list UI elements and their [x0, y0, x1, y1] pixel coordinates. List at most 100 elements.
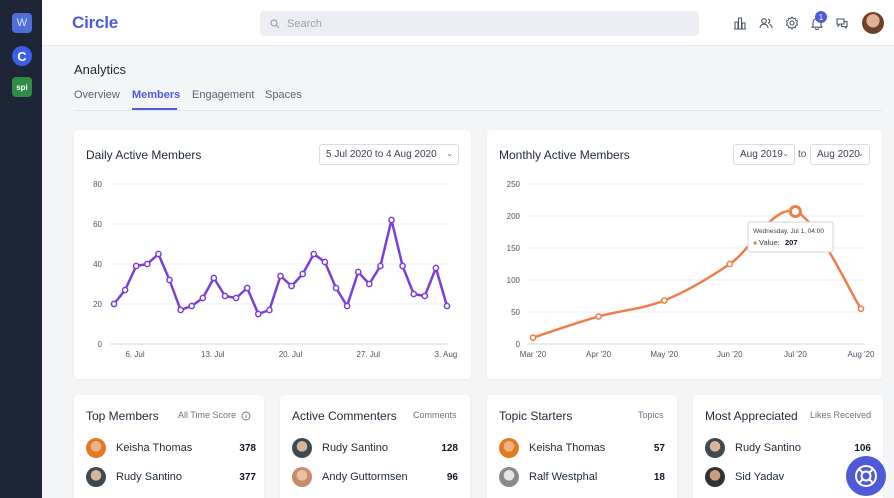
data-point — [254, 310, 262, 318]
search-icon — [270, 18, 280, 28]
workspace-switch-spi[interactable]: spi — [12, 77, 32, 97]
app-logo[interactable]: Circle — [72, 13, 119, 32]
info-icon[interactable] — [241, 411, 251, 421]
avatar — [292, 467, 312, 487]
most-appreciated-title: Most Appreciated — [705, 409, 798, 423]
x-tick-label: Mar '20 — [520, 350, 547, 359]
data-point — [232, 294, 240, 302]
tooltip-date: Wednesday, Jul 1, 04:00 — [753, 228, 824, 235]
notification-badge: 1 — [815, 11, 827, 23]
data-point — [443, 302, 451, 310]
active-commenters-title: Active Commenters — [292, 409, 397, 423]
chevron-down-icon: ⌄ — [857, 149, 864, 158]
list-item[interactable]: Ralf Westphal 18 — [499, 466, 665, 488]
tab-spaces[interactable]: Spaces — [265, 89, 302, 101]
y-tick-label: 0 — [98, 340, 103, 349]
data-point — [421, 292, 429, 300]
daily-line-chart: 0 20 40 60 80 6. Jul 13. Jul 20. Jul 27. Jul 3. A… — [93, 180, 457, 359]
highlighted-data-point — [788, 205, 802, 219]
data-point — [399, 262, 406, 270]
daily-date-range-value: 5 Jul 2020 to 4 Aug 2020 — [326, 149, 437, 160]
lifebuoy-icon — [855, 465, 877, 487]
workspace-switch-c[interactable]: C — [12, 46, 32, 66]
list-item[interactable]: Sid Yadav — [705, 466, 871, 488]
top-members-subtitle: All Time Score — [178, 410, 237, 420]
data-point — [432, 264, 440, 272]
daily-date-range-select[interactable]: 5 Jul 2020 to 4 Aug 2020 ⌄ — [319, 144, 459, 165]
search-input[interactable]: Search — [260, 11, 699, 36]
chevron-down-icon: ⌄ — [782, 149, 789, 158]
avatar — [499, 467, 519, 487]
data-point — [332, 284, 340, 292]
monthly-line-chart: 0 50 100 150 200 250 Mar '20 Apr '20 May '20 Jun … — [507, 180, 875, 359]
data-point — [310, 250, 318, 258]
data-point — [388, 216, 395, 224]
topic-starters-subtitle: Topics — [638, 410, 664, 420]
list-item[interactable]: Rudy Santino 377 — [86, 466, 256, 488]
settings-gear-icon[interactable] — [785, 16, 799, 30]
topic-starters-card: Topic Starters Topics Keisha Thomas 57 R… — [487, 395, 677, 498]
tab-overview[interactable]: Overview — [74, 89, 120, 101]
member-name: Rudy Santino — [735, 442, 802, 454]
data-point — [857, 305, 865, 313]
tooltip-value-label: Value: — [759, 238, 780, 247]
data-point — [110, 300, 118, 308]
list-item[interactable]: Keisha Thomas 57 — [499, 437, 665, 459]
list-item[interactable]: Keisha Thomas 378 — [86, 437, 256, 459]
avatar — [705, 467, 725, 487]
member-score: 96 — [446, 471, 458, 483]
active-tab-indicator — [132, 108, 177, 110]
avatar — [86, 467, 106, 487]
member-name: Andy Guttormsen — [322, 471, 408, 483]
member-name: Keisha Thomas — [529, 442, 606, 454]
data-point — [155, 250, 162, 258]
x-tick-label: Jun '20 — [717, 350, 743, 359]
x-tick-label: May '20 — [650, 350, 678, 359]
member-score: 106 — [854, 442, 871, 454]
data-point — [177, 306, 184, 314]
tab-engagement[interactable]: Engagement — [192, 89, 255, 101]
members-icon[interactable] — [759, 16, 773, 30]
analytics-icon[interactable] — [733, 16, 747, 30]
data-point — [199, 294, 207, 302]
page-title: Analytics — [74, 62, 127, 77]
monthly-to-select[interactable]: Aug 2020 ⌄ — [810, 144, 870, 165]
list-item[interactable]: Rudy Santino 128 — [292, 437, 458, 459]
y-tick-label: 80 — [93, 180, 102, 189]
monthly-from-select[interactable]: Aug 2019 ⌄ — [733, 144, 795, 165]
daily-series-line — [113, 218, 449, 316]
data-point — [210, 274, 218, 282]
y-tick-label: 60 — [93, 220, 102, 229]
data-point — [121, 286, 129, 294]
data-point — [277, 272, 284, 280]
member-score: 128 — [441, 442, 458, 454]
member-score: 377 — [239, 471, 256, 483]
data-point — [221, 292, 229, 300]
x-tick-label: 27. Jul — [356, 350, 380, 359]
top-members-title: Top Members — [86, 409, 159, 423]
list-item[interactable]: Andy Guttormsen 96 — [292, 466, 458, 488]
y-tick-label: 50 — [511, 308, 520, 317]
user-avatar[interactable] — [862, 12, 884, 34]
topic-starters-title: Topic Starters — [499, 409, 573, 423]
tooltip-marker — [753, 241, 757, 245]
workspace-switch-w[interactable]: W — [12, 13, 32, 33]
monthly-card-title: Monthly Active Members — [499, 148, 630, 162]
x-tick-label: 13. Jul — [201, 350, 225, 359]
data-point — [726, 260, 734, 268]
messages-icon[interactable] — [835, 16, 849, 30]
data-point — [299, 270, 307, 278]
y-tick-label: 200 — [507, 212, 521, 221]
member-name: Ralf Westphal — [529, 471, 598, 483]
tab-members[interactable]: Members — [132, 89, 181, 101]
member-score: 18 — [653, 471, 665, 483]
chevron-down-icon: ⌄ — [446, 149, 453, 158]
data-point — [132, 262, 140, 270]
monthly-to-value: Aug 2020 — [817, 149, 860, 160]
top-bar: Circle Search 1 — [42, 0, 894, 46]
data-point — [365, 280, 373, 288]
y-tick-label: 0 — [516, 340, 521, 349]
monthly-active-members-card: Monthly Active Members Aug 2019 ⌄ to Aug… — [487, 130, 882, 379]
help-button[interactable] — [846, 456, 886, 496]
list-item[interactable]: Rudy Santino 106 — [705, 437, 871, 459]
